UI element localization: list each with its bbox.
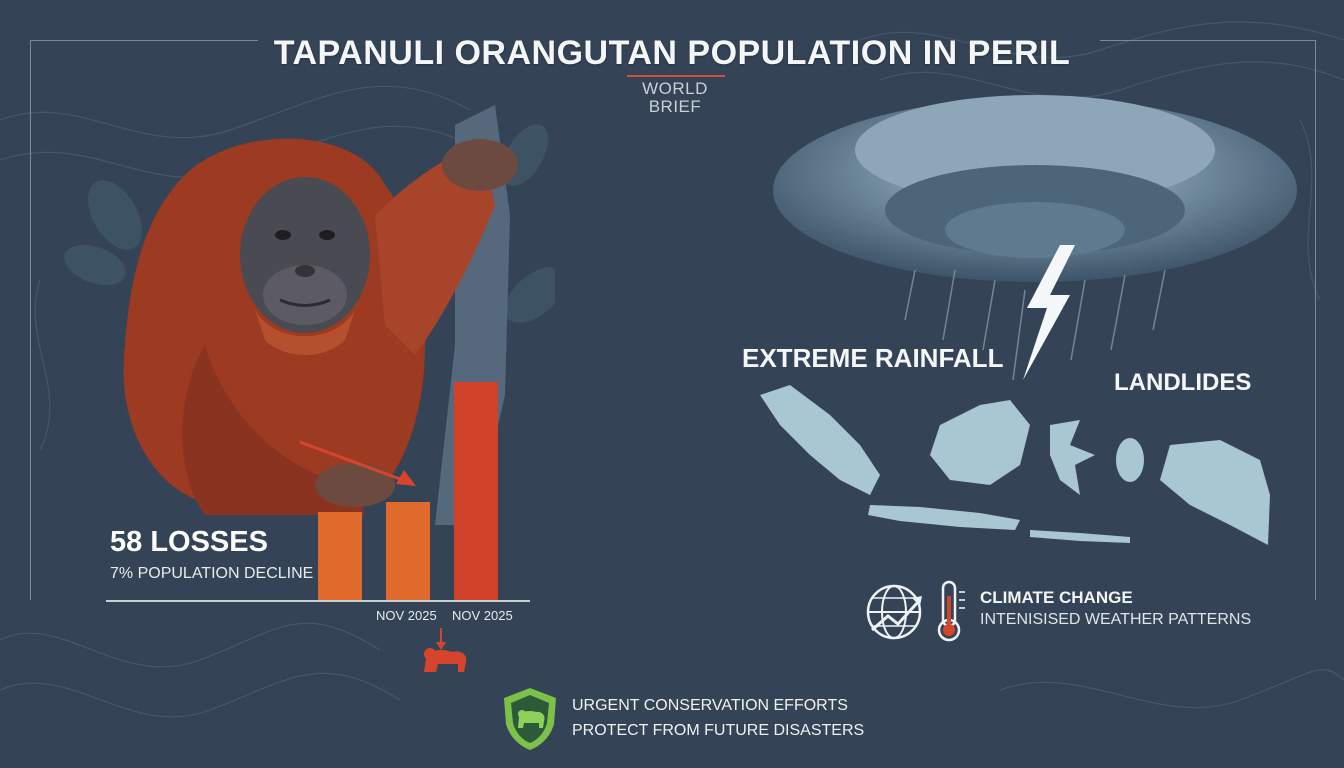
decline-arrow — [299, 440, 416, 486]
bar-3 — [454, 382, 498, 600]
globe-trend-icon — [866, 584, 922, 640]
landslides-label: LANDLIDES — [1114, 369, 1252, 396]
decline-stat: 7% POPULATION DECLINE — [110, 565, 314, 582]
chart-baseline — [106, 600, 530, 602]
page-title: TAPANULI ORANGUTAN POPULATION IN PERIL — [273, 34, 1071, 72]
bar-label-1: NOV 2025 — [376, 608, 437, 623]
conservation-shield-icon — [504, 688, 556, 750]
frame-right — [1315, 40, 1316, 600]
frame-top-left — [30, 40, 258, 41]
brand-logo: WORLD BRIEF — [600, 80, 750, 116]
orangutan-illustration — [64, 105, 555, 525]
thermometer-icon — [937, 580, 965, 642]
down-arrow-icon — [436, 628, 446, 650]
brand-line-2: BRIEF — [648, 97, 702, 116]
climate-change-subtitle: INTENISISED WEATHER PATTERNS — [980, 611, 1252, 628]
conservation-line-1: URGENT CONSERVATION EFFORTS — [572, 697, 848, 714]
losses-stat: 58 LOSSES — [110, 526, 268, 558]
orangutan-icon — [424, 648, 467, 672]
bar-label-2: NOV 2025 — [452, 608, 513, 623]
indonesia-map — [760, 385, 1270, 545]
frame-left — [30, 40, 31, 600]
bar-2 — [386, 502, 430, 600]
storm-cloud-illustration — [773, 95, 1297, 381]
brand-line-1: WORLD — [642, 79, 708, 98]
extreme-rainfall-label: EXTREME RAINFALL — [742, 343, 1004, 373]
climate-change-title: CLIMATE CHANGE — [980, 588, 1133, 607]
brand-rule — [627, 75, 725, 77]
population-bar-chart — [318, 382, 498, 600]
frame-top-right — [1100, 40, 1316, 41]
conservation-line-2: PROTECT FROM FUTURE DISASTERS — [572, 722, 865, 739]
bar-1 — [318, 512, 362, 600]
